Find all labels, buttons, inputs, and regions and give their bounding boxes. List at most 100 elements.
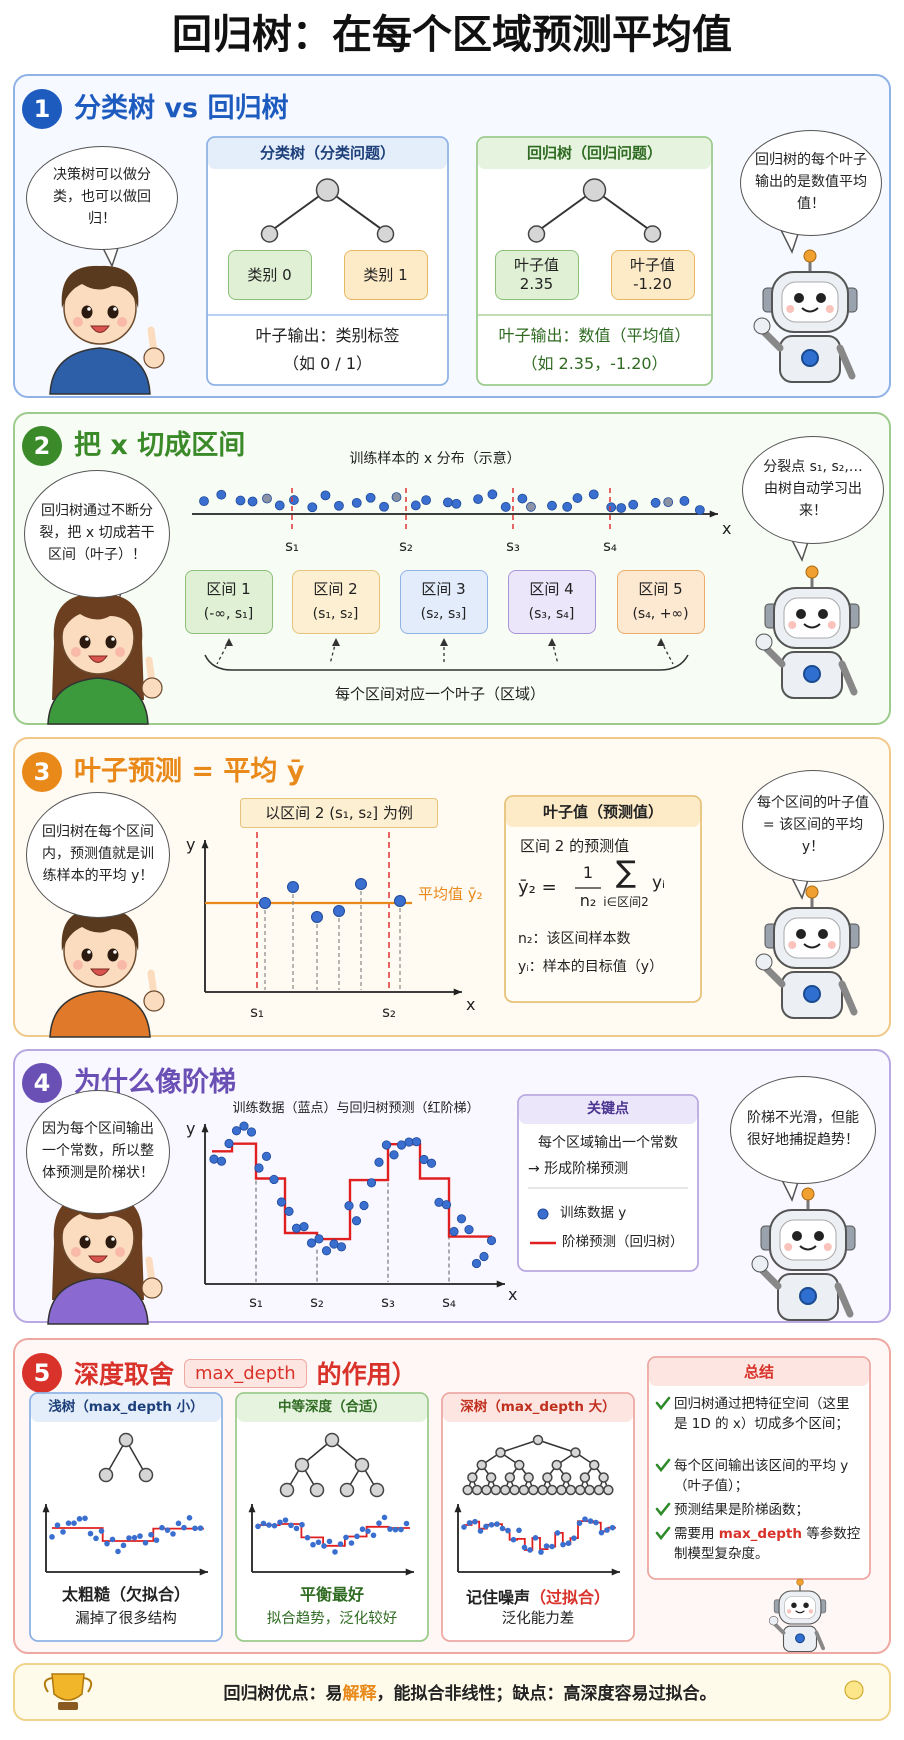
training-point bbox=[120, 1542, 127, 1549]
eye bbox=[105, 635, 117, 649]
training-point bbox=[370, 1532, 377, 1539]
tree-node bbox=[324, 1432, 340, 1448]
split-label: s₃ bbox=[381, 1293, 395, 1311]
step-prediction bbox=[212, 1142, 492, 1241]
training-point bbox=[192, 1525, 198, 1532]
robot-arm bbox=[758, 1266, 782, 1290]
eye-shine bbox=[111, 637, 115, 641]
link-arrow bbox=[551, 640, 559, 665]
training-point bbox=[87, 1530, 94, 1537]
eye bbox=[818, 609, 828, 619]
training-point bbox=[486, 1235, 497, 1246]
heading-text: 的作用） bbox=[316, 1360, 417, 1389]
cheek bbox=[827, 621, 836, 629]
robot-light bbox=[799, 1287, 817, 1305]
training-point bbox=[381, 1140, 392, 1150]
axis-arrow bbox=[201, 1124, 209, 1133]
speech-bubble: 决策树可以做分类，也可以做回归！ bbox=[26, 146, 178, 250]
cheek bbox=[788, 621, 797, 629]
cheek bbox=[72, 317, 83, 327]
training-point bbox=[93, 1535, 99, 1542]
training-point bbox=[246, 1127, 257, 1137]
speech-bubble: 回归树的每个叶子输出的是数值平均值！ bbox=[740, 130, 882, 236]
training-point bbox=[299, 1521, 305, 1528]
training-point bbox=[466, 1520, 473, 1526]
robot-arm bbox=[772, 1622, 786, 1635]
training-point bbox=[82, 1515, 88, 1522]
sample-point bbox=[451, 498, 462, 509]
axis-label: x bbox=[508, 1285, 518, 1304]
keypoint-line: 每个区域输出一个常数 bbox=[538, 1135, 678, 1151]
sample-point bbox=[287, 881, 299, 893]
sample-point bbox=[628, 499, 639, 510]
sample-point bbox=[562, 501, 573, 512]
robot-arm bbox=[838, 660, 858, 696]
smile bbox=[795, 1610, 805, 1614]
interval-range: (s₄, +∞) bbox=[632, 606, 689, 622]
hand bbox=[143, 347, 165, 369]
footer-segment: 回归树优点：易 bbox=[223, 1684, 343, 1704]
eye bbox=[81, 305, 93, 319]
step-number-badge bbox=[22, 89, 62, 129]
sample-point bbox=[274, 500, 285, 511]
training-point bbox=[337, 1541, 344, 1547]
sample-point bbox=[394, 895, 406, 907]
smile bbox=[799, 1245, 817, 1251]
training-point bbox=[403, 1520, 410, 1527]
formula-note: n₂：该区间样本数 bbox=[518, 931, 631, 947]
antenna-ball bbox=[805, 565, 819, 579]
sample-point bbox=[616, 503, 627, 513]
panel-verdict: 平衡最好 bbox=[299, 1585, 364, 1604]
summary-item: 每个区间输出该区间的平均 y（叶子值）； bbox=[674, 1458, 849, 1495]
verdict-text: 记住噪声 bbox=[465, 1588, 530, 1607]
robot-face bbox=[783, 917, 841, 959]
eye bbox=[818, 929, 828, 939]
training-point bbox=[332, 1549, 338, 1555]
sample-point bbox=[517, 493, 528, 504]
speech-bubble: 阶梯不光滑，但能很好地捕捉趋势！ bbox=[730, 1076, 876, 1184]
panel-title-band bbox=[237, 1394, 427, 1422]
leaf-output: 叶子输出：数值（平均值） bbox=[498, 326, 691, 345]
eye bbox=[105, 1235, 117, 1249]
tree-node bbox=[509, 1484, 520, 1496]
tree-edge bbox=[268, 189, 329, 233]
footer-banner bbox=[13, 1663, 891, 1721]
eye bbox=[107, 305, 119, 319]
summary-band bbox=[649, 1358, 869, 1386]
robot-hand bbox=[753, 317, 771, 335]
training-point bbox=[269, 1174, 279, 1185]
training-point bbox=[387, 1526, 393, 1532]
split-label: s₁ bbox=[285, 537, 299, 555]
training-point bbox=[359, 1200, 369, 1211]
eye-shine bbox=[113, 307, 117, 311]
footer-highlight: 解释 bbox=[342, 1684, 377, 1704]
cheek bbox=[70, 1247, 81, 1257]
section-heading: 深度取舍 max_depth 的作用） bbox=[74, 1355, 417, 1391]
cheek bbox=[808, 1609, 814, 1614]
tree-node bbox=[565, 1484, 577, 1496]
tree-node bbox=[369, 1482, 385, 1498]
cheek bbox=[115, 1247, 126, 1257]
training-point bbox=[441, 1200, 452, 1210]
sample-point bbox=[547, 500, 557, 511]
panel-detail: 拟合趋势，泛化较好 bbox=[266, 1611, 398, 1627]
sample-point bbox=[333, 905, 345, 917]
tree-edge bbox=[593, 189, 654, 233]
speech-bubble: 回归树在每个区间内，预测值就是训练样本的平均 y！ bbox=[26, 792, 170, 918]
section-heading: 分类树 vs 回归树 bbox=[74, 93, 289, 124]
speech-bubble: 回归树通过不断分裂，把 x 切成若干区间（叶子）！ bbox=[24, 470, 170, 598]
training-point bbox=[336, 1242, 347, 1252]
training-point bbox=[321, 1543, 327, 1549]
interval-name: 区间 1 bbox=[206, 580, 251, 598]
tree-node bbox=[339, 1482, 355, 1498]
panel-detail: 漏掉了很多结构 bbox=[75, 1611, 177, 1627]
sample-point bbox=[259, 897, 271, 909]
axis-arrow bbox=[709, 510, 718, 518]
split-label: s₄ bbox=[603, 537, 617, 555]
sample-point bbox=[391, 492, 402, 502]
robot-hand bbox=[755, 633, 773, 651]
interval-box: 区间 3 (s₂, s₃] bbox=[400, 570, 488, 634]
training-point bbox=[260, 1520, 267, 1527]
example-label: 以区间 2 (s₁, s₂] 为例 bbox=[240, 798, 438, 828]
smile bbox=[803, 943, 821, 949]
